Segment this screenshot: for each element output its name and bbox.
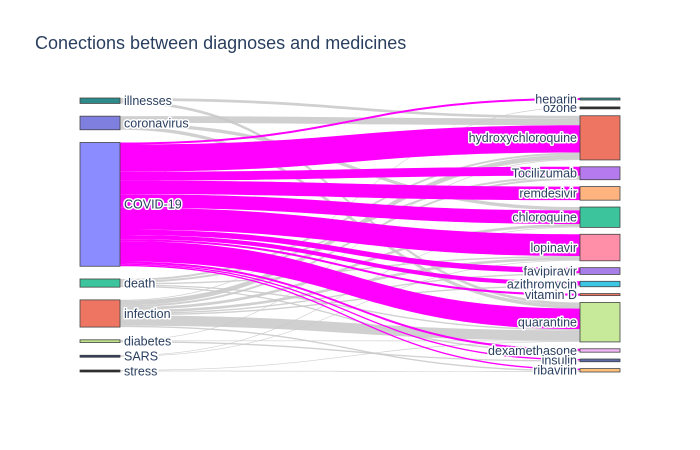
target-node-insulin[interactable]	[579, 358, 621, 363]
target-label-ribavirin: ribavirin	[533, 364, 577, 378]
target-node-quarantine[interactable]	[579, 302, 621, 343]
link-covid-19-to-chloroquine	[120, 194, 580, 225]
source-node-death[interactable]	[79, 278, 121, 288]
link-death-to-quarantine	[120, 284, 580, 331]
link-covid-19-to-ribavirin	[120, 264, 580, 370]
target-label-vitamin-d: vitamin D	[525, 288, 577, 302]
target-label-azithromycin: azithromycin	[507, 277, 577, 291]
link-death-to-hydroxychloroquine	[120, 152, 580, 282]
link-diabetes-to-insulin	[120, 341, 580, 362]
link-death-to-lopinavir	[120, 256, 580, 285]
target-label-tocilizumab: Tocilizumab	[512, 167, 577, 181]
target-node-ribavirin[interactable]	[579, 368, 621, 373]
link-covid-19-to-insulin	[120, 263, 580, 361]
link-stress-to-quarantine	[120, 341, 580, 371]
link-diabetes-to-quarantine	[120, 340, 580, 342]
target-node-tocilizumab[interactable]	[579, 166, 621, 181]
target-node-vitamin-d[interactable]	[579, 293, 621, 297]
target-node-remdesivir[interactable]	[579, 186, 621, 201]
link-illnesses-to-hydroxychloroquine	[120, 98, 580, 119]
link-covid-19-to-lopinavir	[120, 207, 580, 257]
target-label-quarantine: quarantine	[518, 315, 577, 329]
link-covid-19-to-remdesivir	[120, 180, 580, 201]
target-node-ozone[interactable]	[579, 106, 621, 110]
target-label-lopinavir: lopinavir	[530, 241, 577, 255]
target-label-hydroxychloroquine: hydroxychloroquine	[469, 131, 577, 145]
labels-layer: illnesses coronavirus COVID-19 death infecti…	[123, 91, 579, 380]
target-node-heparin[interactable]	[579, 97, 621, 101]
source-label-covid-19: COVID-19	[124, 198, 182, 212]
target-label-remdesivir: remdesivir	[519, 187, 577, 201]
link-covid-19-to-quarantine	[120, 241, 580, 330]
source-label-death: death	[124, 276, 155, 290]
source-label-coronavirus: coronavirus	[124, 116, 189, 130]
source-node-coronavirus[interactable]	[79, 115, 121, 131]
links-layer	[120, 98, 580, 372]
target-node-azithromycin[interactable]	[579, 280, 621, 288]
target-node-dexamethasone[interactable]	[579, 348, 621, 353]
target-node-hydroxychloroquine[interactable]	[579, 115, 621, 161]
link-sars-to-lopinavir	[120, 260, 580, 357]
source-label-sars: SARS	[124, 350, 158, 364]
target-label-insulin: insulin	[542, 354, 577, 368]
source-label-illnesses: illnesses	[124, 94, 172, 108]
source-node-illnesses[interactable]	[79, 97, 121, 104]
source-node-covid-19[interactable]	[79, 142, 121, 267]
link-infection-to-quarantine	[120, 315, 580, 341]
target-label-favipiravir: favipiravir	[524, 264, 578, 278]
link-covid-19-to-dexamethasone	[120, 261, 580, 351]
link-covid-19-to-favipiravir	[120, 229, 580, 274]
source-node-stress[interactable]	[79, 369, 121, 373]
source-node-diabetes[interactable]	[79, 339, 121, 343]
link-covid-19-to-hydroxychloroquine	[120, 125, 580, 172]
source-label-diabetes: diabetes	[124, 334, 171, 348]
link-covid-19-to-heparin	[120, 98, 580, 145]
source-label-stress: stress	[124, 364, 157, 378]
link-covid-19-to-vitamin-d	[120, 239, 580, 296]
target-label-dexamethasone: dexamethasone	[488, 344, 577, 358]
source-node-infection[interactable]	[79, 299, 121, 328]
link-covid-19-to-azithromycin	[120, 234, 580, 286]
link-infection-to-azithromycin	[120, 285, 580, 316]
target-label-chloroquine: chloroquine	[512, 211, 577, 225]
target-label-heparin: heparin	[535, 92, 577, 106]
chart-title: Conections between diagnoses and medicin…	[35, 33, 407, 53]
link-infection-to-ribavirin	[120, 325, 580, 372]
link-coronavirus-to-chloroquine	[120, 122, 580, 211]
link-covid-19-to-tocilizumab	[120, 166, 580, 181]
source-node-sars[interactable]	[79, 354, 121, 358]
target-node-chloroquine[interactable]	[579, 206, 621, 228]
link-death-to-dexamethasone	[120, 285, 580, 353]
target-node-favipiravir[interactable]	[579, 267, 621, 275]
link-stress-to-ribavirin	[120, 370, 580, 372]
source-label-infection: infection	[124, 307, 171, 321]
nodes-layer	[79, 97, 621, 373]
target-label-ozone: ozone	[543, 101, 577, 115]
target-node-lopinavir[interactable]	[579, 233, 621, 262]
